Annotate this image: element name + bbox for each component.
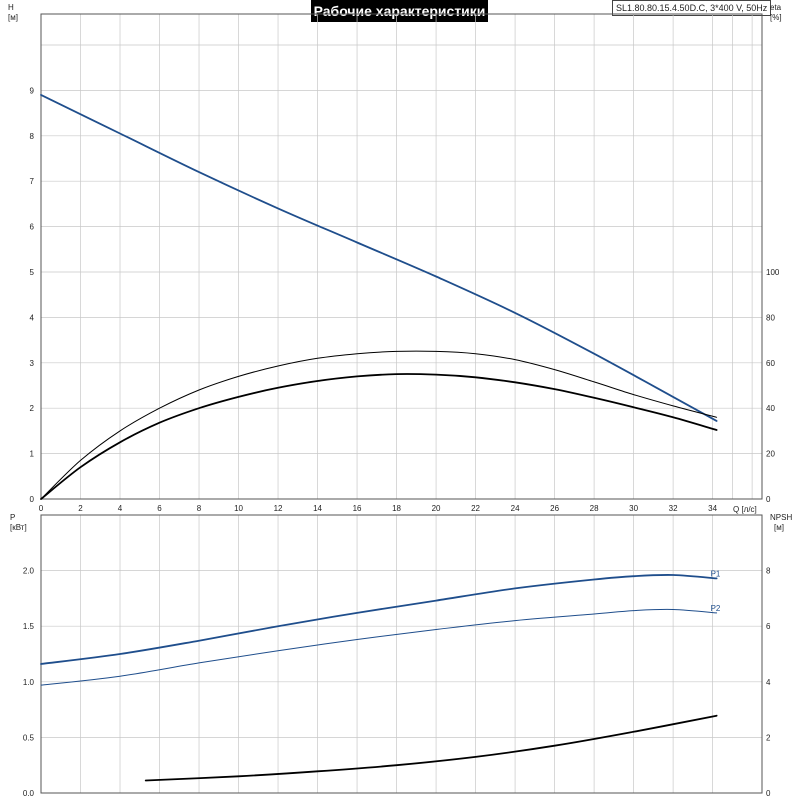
x-tick-label: 30 xyxy=(629,504,638,513)
chart-title: Рабочие характеристики xyxy=(311,0,488,22)
p-tick-label: 1.5 xyxy=(23,622,35,631)
x-tick-label: 16 xyxy=(353,504,362,513)
power-p1-curve xyxy=(40,574,718,665)
series-layer xyxy=(40,94,718,782)
x-tick-label: 24 xyxy=(511,504,520,513)
grid-layer xyxy=(40,14,762,793)
eta-tick-label: 60 xyxy=(766,359,775,368)
x-tick-label: 20 xyxy=(432,504,441,513)
x-tick-label: 2 xyxy=(78,504,83,513)
x-axis-label: Q [л/с] xyxy=(733,505,757,514)
top-left-axis-label: H xyxy=(8,3,14,12)
pump-model-label: SL1.80.80.15.4.50D.C, 3*400 V, 50Hz xyxy=(612,0,772,16)
h-tick-label: 8 xyxy=(30,132,35,141)
h-tick-label: 6 xyxy=(30,223,35,232)
x-tick-label: 34 xyxy=(708,504,717,513)
top-right-axis-unit: [%] xyxy=(770,13,782,22)
x-tick-label: 6 xyxy=(157,504,162,513)
npsh-tick-label: 6 xyxy=(766,622,771,631)
eta-tick-label: 20 xyxy=(766,450,775,459)
bottom-right-axis-label: NPSH xyxy=(770,513,792,522)
h-tick-label: 1 xyxy=(30,450,35,459)
p-tick-label: 0.5 xyxy=(23,733,35,742)
npsh-tick-label: 0 xyxy=(766,789,771,798)
power-p2-curve xyxy=(40,608,718,686)
eta-tick-label: 80 xyxy=(766,313,775,322)
x-tick-label: 18 xyxy=(392,504,401,513)
tick-labels: 0 2 4 6 8 10 12 14 16 18 20 22 24 26 28 30 32 34012345678… xyxy=(23,86,780,798)
npsh-tick-label: 8 xyxy=(766,567,771,576)
efficiency-curve-thin xyxy=(40,350,718,500)
npsh-tick-label: 2 xyxy=(766,733,771,742)
x-tick-label: 8 xyxy=(197,504,202,513)
top-left-axis-unit: [м] xyxy=(8,13,18,22)
x-tick-label: 32 xyxy=(669,504,678,513)
p-tick-label: 2.0 xyxy=(23,567,35,576)
series-label-p1: P1 xyxy=(711,569,721,578)
series-label-p2: P2 xyxy=(711,604,721,613)
h-tick-label: 7 xyxy=(30,177,35,186)
npsh-tick-label: 4 xyxy=(766,678,771,687)
x-tick-label: 14 xyxy=(313,504,322,513)
eta-tick-label: 100 xyxy=(766,268,780,277)
h-tick-label: 2 xyxy=(30,404,35,413)
x-tick-label: 12 xyxy=(274,504,283,513)
npsh-curve xyxy=(144,714,718,782)
h-tick-label: 0 xyxy=(30,495,35,504)
h-tick-label: 4 xyxy=(30,313,35,322)
x-tick-label: 22 xyxy=(471,504,480,513)
x-tick-label: 10 xyxy=(234,504,243,513)
x-tick-label: 0 xyxy=(39,504,44,513)
h-tick-label: 3 xyxy=(30,359,35,368)
x-tick-label: 26 xyxy=(550,504,559,513)
bottom-left-axis-unit: [кВт] xyxy=(10,523,27,532)
bottom-left-axis-label: P xyxy=(10,513,15,522)
head-curve xyxy=(40,94,718,422)
top-plot-frame xyxy=(40,13,763,500)
top-right-axis-label: eta xyxy=(770,3,782,12)
x-tick-label: 4 xyxy=(118,504,123,513)
bottom-plot-frame xyxy=(40,514,763,794)
p-tick-label: 0.0 xyxy=(23,789,35,798)
x-tick-label: 28 xyxy=(590,504,599,513)
h-tick-label: 5 xyxy=(30,268,35,277)
eta-tick-label: 0 xyxy=(766,495,771,504)
efficiency-curve-thick xyxy=(40,373,718,500)
plot-frames xyxy=(40,13,763,794)
h-tick-label: 9 xyxy=(30,86,35,95)
eta-tick-label: 40 xyxy=(766,404,775,413)
p-tick-label: 1.0 xyxy=(23,678,35,687)
bottom-right-axis-unit: [м] xyxy=(774,523,784,532)
